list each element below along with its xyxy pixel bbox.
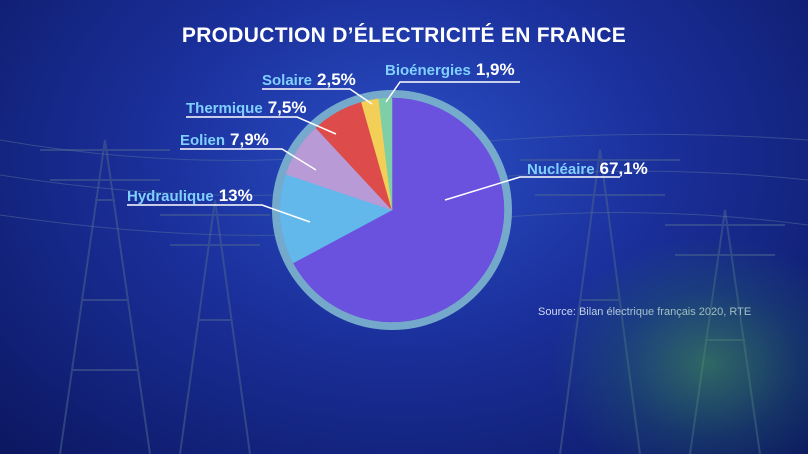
slice-label-value: 7,5% [267,98,307,117]
slice-label-value: 2,5% [317,70,356,89]
leader-line-5 [385,81,520,103]
slice-label-category: Nucléaire [527,161,595,178]
slice-label-value: 13% [218,186,253,205]
leader-line-1 [127,204,311,223]
slice-label: Nucléaire 67,1% [527,159,648,179]
slice-label-category: Bioénergies [385,62,471,79]
source-note: Source: Bilan électrique français 2020, … [538,306,752,318]
slice-label: Bioénergies 1,9% [385,60,515,80]
chart-title: PRODUCTION D’ÉLECTRICITÉ EN FRANCE [181,24,627,47]
leader-line-3 [186,116,337,135]
pie-slices [279,97,505,323]
slice-label-category: Eolien [180,132,226,149]
leader-line-4 [262,88,373,105]
label-leaders [127,81,620,223]
slice-label: Hydraulique 13% [127,186,253,206]
pie-slice-hydraulique [279,173,393,264]
pie-slice-nucl-aire [292,97,505,323]
slice-label: Eolien 7,9% [180,130,269,150]
leader-line-2 [180,148,317,171]
pie-slice-bio-nergies [378,97,393,211]
slice-label-category: Hydraulique [127,188,214,205]
slice-label-value: 67,1% [599,159,648,178]
slice-label: Solaire 2,5% [262,70,356,90]
slice-label-value: 1,9% [475,60,515,79]
slice-label-category: Solaire [262,72,313,89]
slice-label: Thermique 7,5% [186,98,306,118]
slice-label-category: Thermique [186,100,263,117]
leader-line-0 [444,176,620,201]
slice-label-value: 7,9% [230,130,269,149]
